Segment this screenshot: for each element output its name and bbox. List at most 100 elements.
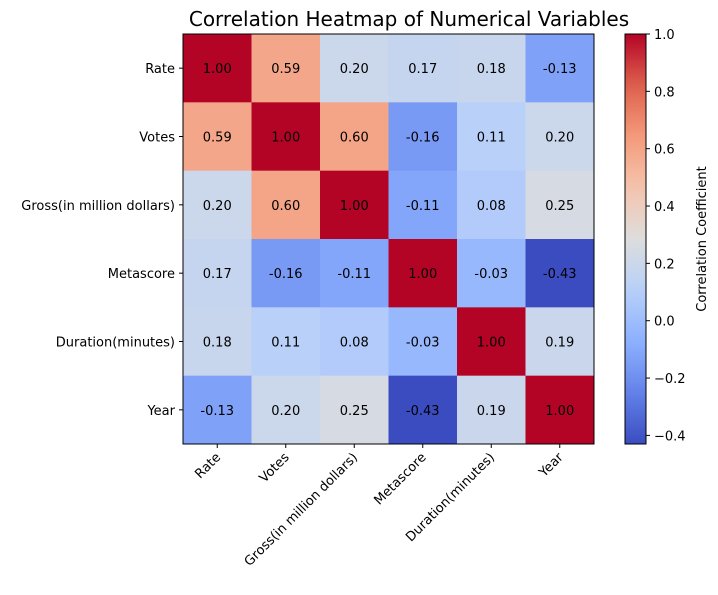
cell-value-label: 0.20: [203, 199, 232, 214]
cell-value-label: 0.08: [477, 199, 506, 214]
heatmap-cell: [320, 34, 389, 103]
cell-value-label: 1.00: [408, 267, 437, 282]
plot-frame: [182, 33, 595, 445]
cell-value-label: -0.16: [269, 267, 303, 282]
colorbar-tick-label: −0.2: [654, 372, 686, 387]
colorbar-tick-label: 0.4: [654, 200, 675, 215]
colorbar-tick-label: −0.4: [654, 429, 686, 444]
cell-value-label: 1.00: [203, 62, 232, 77]
heatmap-cell: [251, 34, 321, 103]
x-tick-label: Metascore: [371, 450, 429, 508]
cell-value-label: 0.17: [408, 62, 437, 77]
heatmap-cell: [388, 102, 458, 172]
cell-value-label: 0.18: [477, 62, 506, 77]
cell-value-label: 0.59: [271, 62, 300, 77]
heatmap-cell: [525, 375, 595, 445]
cell-value-label: 0.20: [271, 404, 300, 419]
heatmap-cell: [525, 102, 595, 172]
heatmap-cell: [183, 307, 252, 377]
x-tick-label: Rate: [192, 450, 224, 482]
cell-value-label: -0.43: [406, 404, 440, 419]
colorbar: [624, 33, 647, 445]
cell-value-label: 0.17: [203, 267, 232, 282]
heatmap-cell: [525, 34, 595, 103]
cell-value-label: -0.43: [543, 267, 577, 282]
heatmap-cell: [320, 170, 389, 240]
y-tick-label: Duration(minutes): [56, 336, 175, 351]
y-tick-label: Votes: [139, 131, 175, 146]
cell-value-label: -0.03: [406, 336, 440, 351]
heatmap-cell: [525, 239, 595, 308]
heatmap-cell: [525, 307, 595, 377]
cell-value-label: 0.11: [477, 131, 506, 146]
cell-value-label: -0.11: [337, 267, 371, 282]
heatmap-cell: [320, 307, 389, 377]
colorbar-tick-label: 0.0: [654, 315, 675, 330]
x-tick-label: Year: [536, 450, 567, 481]
y-axis-ticks: Rate Votes Gross(in million dollars) Metasc…: [21, 62, 183, 419]
heatmap-cell: [251, 307, 321, 377]
heatmap-cell: [251, 375, 321, 445]
cell-value-label: -0.13: [200, 404, 234, 419]
colorbar-tick-label: 0.2: [654, 257, 675, 272]
cell-value-label: -0.11: [406, 199, 440, 214]
cell-value-label: 0.18: [203, 336, 232, 351]
heatmap-cell: [388, 170, 458, 240]
heatmap-cell: [457, 102, 526, 172]
cell-value-label: 0.19: [545, 336, 574, 351]
heatmap-cell: [525, 170, 595, 240]
cell-value-label: 0.20: [545, 131, 574, 146]
cell-value-label: -0.13: [543, 62, 577, 77]
heatmap-cell: [183, 239, 252, 308]
cell-value-label: -0.03: [474, 267, 508, 282]
cell-value-label: 0.20: [340, 62, 369, 77]
colorbar-tick-label: 0.6: [654, 143, 675, 158]
heatmap-cell: [457, 34, 526, 103]
heatmap-cells: [183, 34, 595, 445]
heatmap-cell: [183, 170, 252, 240]
colorbar-tick-label: 0.8: [654, 85, 675, 100]
heatmap-cell: [320, 375, 389, 445]
colorbar-tick-label: 1.0: [654, 28, 675, 43]
cell-value-label: 0.25: [545, 199, 574, 214]
chart-title: Correlation Heatmap of Numerical Variabl…: [189, 7, 629, 31]
cell-value-label: 1.00: [545, 404, 574, 419]
cell-value-label: 1.00: [340, 199, 369, 214]
heatmap-cell: [388, 34, 458, 103]
y-tick-label: Metascore: [108, 267, 175, 282]
heatmap-cell: [183, 34, 252, 103]
heatmap-cell: [251, 239, 321, 308]
heatmap-cell: [320, 102, 389, 172]
cell-value-label: 1.00: [477, 336, 506, 351]
cell-value-label: 1.00: [271, 131, 300, 146]
y-tick-label: Rate: [145, 62, 175, 77]
heatmap-cell: [457, 239, 526, 308]
heatmap-cell: [183, 375, 252, 445]
cell-value-label: -0.16: [406, 131, 440, 146]
heatmap-cell: [457, 170, 526, 240]
heatmap-cell: [183, 102, 252, 172]
x-tick-label: Gross(in million dollars): [242, 450, 361, 569]
heatmap-cell: [457, 375, 526, 445]
cell-value-label: 0.60: [340, 131, 369, 146]
y-tick-label: Year: [146, 404, 175, 419]
cell-value-label: 0.59: [203, 131, 232, 146]
heatmap-cell: [320, 239, 389, 308]
cell-value-label: 0.11: [271, 336, 300, 351]
colorbar-label: Correlation Coefficient: [695, 166, 710, 312]
y-tick-label: Gross(in million dollars): [21, 199, 175, 214]
cell-value-label: 0.08: [340, 336, 369, 351]
heatmap-cell: [457, 307, 526, 377]
cell-value-label: 0.60: [271, 199, 300, 214]
heatmap-cell-labels: 1.00 0.59 0.20 0.17 0.18 -0.13 0.59 1.00 0.60 -0.…: [200, 62, 576, 419]
cell-value-label: 0.19: [477, 404, 506, 419]
heatmap-cell: [388, 307, 458, 377]
heatmap-cell: [251, 170, 321, 240]
heatmap-cell: [251, 102, 321, 172]
heatmap-cell: [388, 239, 458, 308]
cell-value-label: 0.25: [340, 404, 369, 419]
colorbar-ticks: −0.4 −0.2 0.0 0.2 0.4 0.6 0.8 1.0: [646, 28, 686, 444]
heatmap-cell: [388, 375, 458, 445]
